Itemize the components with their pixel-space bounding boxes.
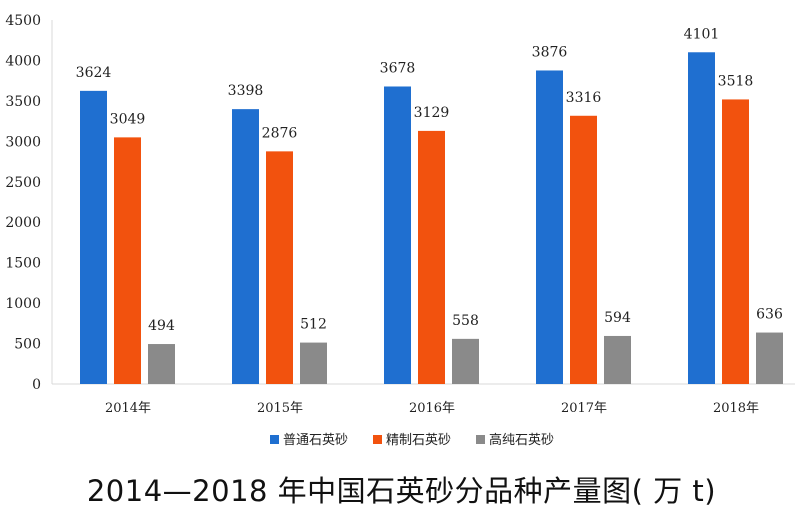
y-tick-label: 4500 [5,13,41,29]
data-label: 494 [148,318,175,334]
bar-3-2017年 [604,335,631,384]
legend-label: 普通石英砂 [283,433,348,448]
y-tick-label: 2000 [5,215,41,231]
data-label: 3876 [532,44,568,60]
data-label: 3129 [414,105,450,121]
bar-1-2016年 [384,86,411,385]
legend-label: 高纯石英砂 [489,432,554,448]
x-tick-label: 2018年 [713,401,759,416]
y-tick-label: 500 [14,337,41,353]
y-tick-label: 4000 [5,53,41,69]
data-label: 558 [452,313,479,329]
chart-title: 2014—2018 年中国石英砂分品种产量图( 万 t) [86,474,717,508]
y-tick-label: 3000 [5,134,41,150]
x-tick-label: 2015年 [257,401,303,416]
bar-2-2014年 [114,137,141,384]
bar-1-2014年 [80,90,107,384]
x-tick-label: 2016年 [409,401,455,416]
data-label: 3624 [76,65,112,81]
data-label: 4101 [684,26,720,42]
bar-3-2014年 [148,344,175,384]
legend-swatch [270,435,279,444]
data-label: 3316 [566,90,602,106]
bar-3-2015年 [300,342,327,384]
y-tick-label: 1000 [5,296,41,312]
data-label: 594 [604,310,631,326]
data-label: 512 [300,317,327,333]
y-tick-label: 2500 [5,175,41,191]
bar-1-2015年 [232,109,259,384]
bar-2-2018年 [722,99,749,384]
legend-swatch [373,435,382,444]
bar-3-2018年 [756,332,783,384]
y-tick-label: 1500 [5,256,41,272]
bar-1-2018年 [688,52,715,385]
data-label: 3398 [228,83,264,99]
y-tick-label: 3500 [5,94,41,110]
y-tick-label: 0 [32,377,41,393]
data-label: 2876 [262,125,298,141]
bar-1-2017年 [536,70,563,384]
data-label: 3049 [110,111,146,127]
legend-label: 精制石英砂 [386,433,451,448]
bar-2-2017年 [570,115,597,384]
legend-swatch [476,435,485,444]
x-tick-label: 2017年 [561,401,607,416]
data-label: 636 [756,307,783,323]
bar-2-2015年 [266,151,293,384]
bar-3-2016年 [452,338,479,384]
data-label: 3518 [718,73,754,89]
data-label: 3678 [380,60,416,76]
bar-2-2016年 [418,130,445,384]
x-tick-label: 2014年 [105,401,151,416]
